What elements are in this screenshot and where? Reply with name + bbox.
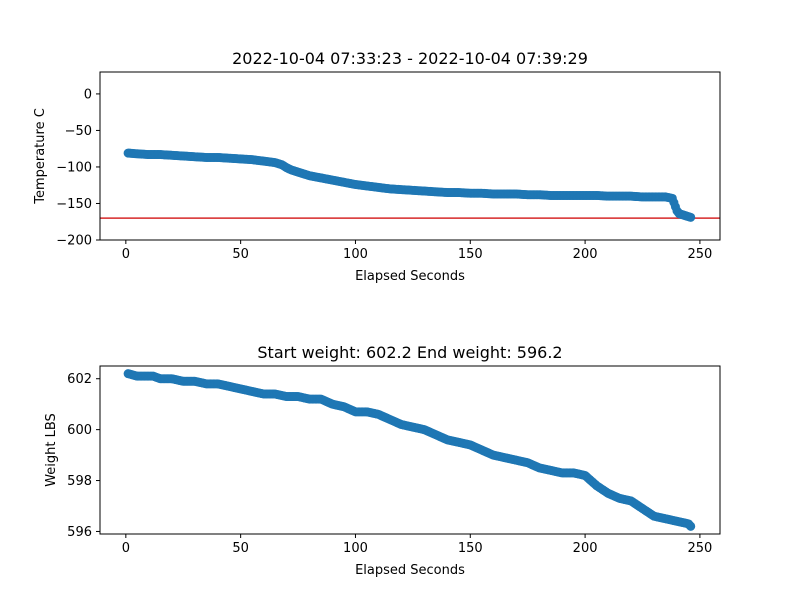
temperature-ticks: 0 50 100 150 200 250 0 −50 −100 −150 −200 — [56, 87, 712, 262]
temperature-xtick-label: 250 — [687, 247, 712, 262]
temperature-xtick-label: 0 — [122, 247, 130, 262]
weight-data-point — [686, 521, 696, 531]
xlabel-temperature: Elapsed Seconds — [355, 269, 465, 284]
weight-xtick-label: 100 — [343, 541, 368, 556]
plot-frame-weight — [99, 365, 721, 535]
weight-marks — [123, 369, 696, 531]
weight-ticks: 0 50 100 150 200 250 596 598 600 602 — [67, 372, 712, 556]
weight-ytick-label: 602 — [67, 372, 92, 387]
temperature-xtick-label: 50 — [232, 247, 249, 262]
chart-title-temperature: 2022-10-04 07:33:23 - 2022-10-04 07:39:2… — [232, 49, 588, 68]
chart-title-weight: Start weight: 602.2 End weight: 596.2 — [257, 343, 562, 362]
temperature-ytick-label: −100 — [56, 160, 92, 175]
temperature-ytick-label: 0 — [84, 87, 92, 102]
ylabel-weight: Weight LBS — [44, 413, 59, 487]
weight-panel: Start weight: 602.2 End weight: 596.2 We… — [44, 343, 721, 578]
weight-xtick-label: 150 — [458, 541, 483, 556]
temperature-xtick-label: 100 — [343, 247, 368, 262]
temperature-panel: 2022-10-04 07:33:23 - 2022-10-04 07:39:2… — [33, 49, 721, 284]
temperature-xtick-label: 150 — [458, 247, 483, 262]
weight-ytick-label: 596 — [67, 525, 92, 540]
temperature-ytick-label: −200 — [56, 234, 92, 249]
temperature-ytick-label: −150 — [56, 197, 92, 212]
weight-ytick-label: 598 — [67, 474, 92, 489]
weight-ytick-label: 600 — [67, 423, 92, 438]
temperature-marks — [100, 148, 720, 222]
weight-xtick-label: 200 — [573, 541, 598, 556]
ylabel-temperature: Temperature C — [33, 108, 48, 205]
temperature-xtick-label: 200 — [573, 247, 598, 262]
xlabel-weight: Elapsed Seconds — [355, 563, 465, 578]
plot-frame-temperature — [99, 71, 721, 241]
weight-xtick-label: 50 — [232, 541, 249, 556]
temperature-ytick-label: −50 — [65, 124, 92, 139]
temperature-data-point — [686, 212, 696, 222]
weight-xtick-label: 250 — [687, 541, 712, 556]
weight-xtick-label: 0 — [122, 541, 130, 556]
